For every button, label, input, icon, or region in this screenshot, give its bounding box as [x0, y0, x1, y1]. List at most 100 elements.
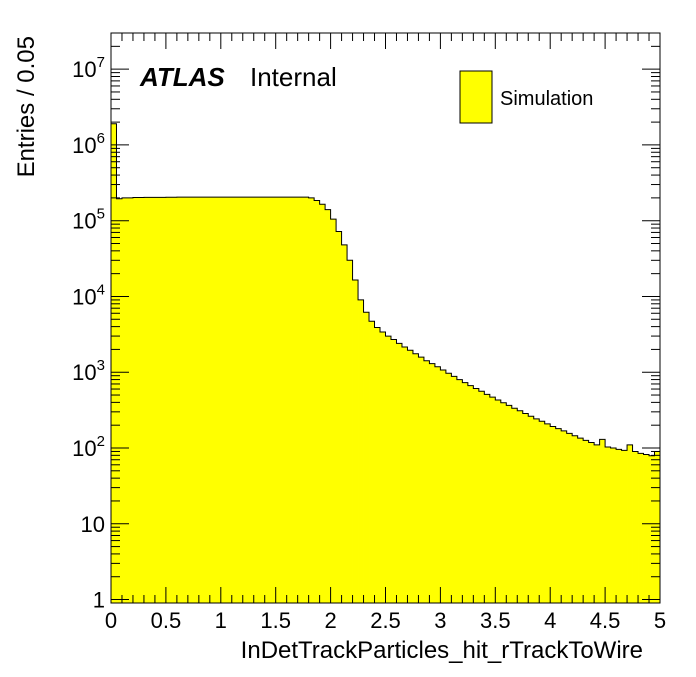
histogram-bar — [319, 204, 326, 604]
histogram-bar — [138, 197, 145, 603]
histogram-bar — [341, 244, 348, 603]
histogram-outline — [110, 123, 661, 603]
histogram-bar — [583, 440, 590, 603]
legend-swatch — [459, 70, 493, 124]
histogram-bar — [380, 331, 386, 603]
histogram-bar — [149, 197, 156, 603]
x-tick-label: 4.5 — [590, 608, 621, 633]
histogram-bar — [489, 397, 496, 603]
histogram-bar — [544, 423, 551, 603]
histogram-bar — [638, 453, 644, 603]
legend-label: Simulation — [500, 88, 593, 110]
histogram-bar — [248, 197, 255, 603]
histogram-bar — [407, 350, 414, 603]
histogram-bar — [198, 197, 205, 603]
x-tick-label: 0 — [105, 608, 117, 633]
histogram-bar — [121, 197, 128, 603]
histogram-bar — [605, 447, 611, 603]
histogram-bar — [330, 219, 337, 603]
histogram-bar — [478, 391, 485, 603]
histogram-bar — [610, 447, 617, 603]
atlas-label: ATLAS — [139, 62, 225, 92]
histogram-bar — [209, 197, 216, 603]
histogram-bar — [286, 197, 293, 603]
histogram-bar — [182, 197, 189, 603]
histogram-bar — [390, 339, 397, 603]
histogram-bar — [451, 376, 458, 603]
histogram-bar — [264, 197, 271, 603]
histogram-bar — [275, 197, 282, 603]
x-tick-label: 4 — [544, 608, 556, 633]
histogram-bar — [632, 451, 639, 603]
histogram-bar — [555, 428, 562, 603]
y-tick-label: 104 — [72, 281, 105, 309]
histogram-bar — [506, 405, 513, 603]
y-tick-label: 103 — [72, 357, 105, 385]
histogram-bar — [627, 444, 633, 603]
y-tick-label: 10 — [81, 512, 105, 537]
histogram-bar — [462, 382, 469, 603]
histogram-bar — [358, 299, 364, 603]
histogram-bar — [308, 197, 315, 603]
histogram-bar — [352, 279, 359, 603]
histogram-bar — [385, 336, 392, 603]
histogram-bar — [231, 197, 238, 603]
histogram-bar — [533, 418, 540, 603]
histogram-bar — [577, 438, 584, 603]
histogram-bar — [528, 416, 535, 603]
histogram-bar — [473, 388, 480, 603]
histogram-bar — [325, 209, 331, 604]
y-tick-label: 105 — [72, 206, 105, 234]
histogram-bar — [226, 197, 233, 603]
y-axis-title: Entries / 0.05 — [13, 36, 40, 177]
x-tick-label: 2.5 — [370, 608, 401, 633]
histogram-bar — [500, 402, 507, 603]
histogram-bar — [374, 327, 381, 603]
histogram-bar — [566, 433, 573, 603]
histogram-bar — [242, 197, 249, 603]
histogram-bar — [369, 321, 375, 603]
histogram-bar — [539, 421, 546, 603]
histogram-bar — [154, 197, 161, 603]
histogram-bar — [522, 413, 529, 603]
histogram-bar — [253, 197, 260, 603]
histogram-bar — [292, 197, 299, 603]
x-tick-label: 2 — [324, 608, 336, 633]
histogram-bar — [594, 444, 601, 603]
y-tick-label: 102 — [72, 433, 105, 461]
histogram-bar — [363, 312, 370, 603]
y-tick-labels: 1 10 102 103 104 105 106 107 — [72, 54, 105, 612]
histogram-bar — [204, 197, 211, 603]
histogram-bar — [270, 197, 277, 603]
y-tick-label: 107 — [72, 54, 105, 82]
histogram-bar — [171, 197, 178, 604]
histogram-bar — [418, 357, 425, 603]
histogram-bar — [193, 197, 200, 603]
histogram-bar — [550, 426, 557, 603]
histogram-bar — [511, 408, 518, 603]
internal-label: Internal — [250, 62, 337, 92]
histogram-bar — [176, 197, 183, 603]
histogram-bar — [259, 197, 266, 603]
histogram-bar — [165, 197, 172, 604]
y-tick-label: 1 — [93, 588, 105, 613]
histogram-bars — [111, 123, 661, 604]
histogram-bar — [643, 454, 650, 603]
histogram-bar — [127, 197, 134, 603]
histogram-bar — [314, 200, 321, 603]
histogram-bar — [467, 385, 474, 603]
histogram-bar — [495, 399, 502, 603]
plot-frame — [110, 32, 661, 604]
histogram-bar — [347, 260, 353, 603]
histogram-bar — [649, 455, 655, 603]
histogram-bar — [588, 442, 595, 603]
histogram-bar — [237, 197, 244, 603]
histogram-bar — [434, 366, 441, 603]
x-tick-label: 3.5 — [480, 608, 511, 633]
histogram-bar — [423, 360, 430, 603]
histogram-bar — [445, 373, 452, 603]
histogram-bar — [572, 435, 579, 603]
histogram-bar — [616, 449, 622, 603]
